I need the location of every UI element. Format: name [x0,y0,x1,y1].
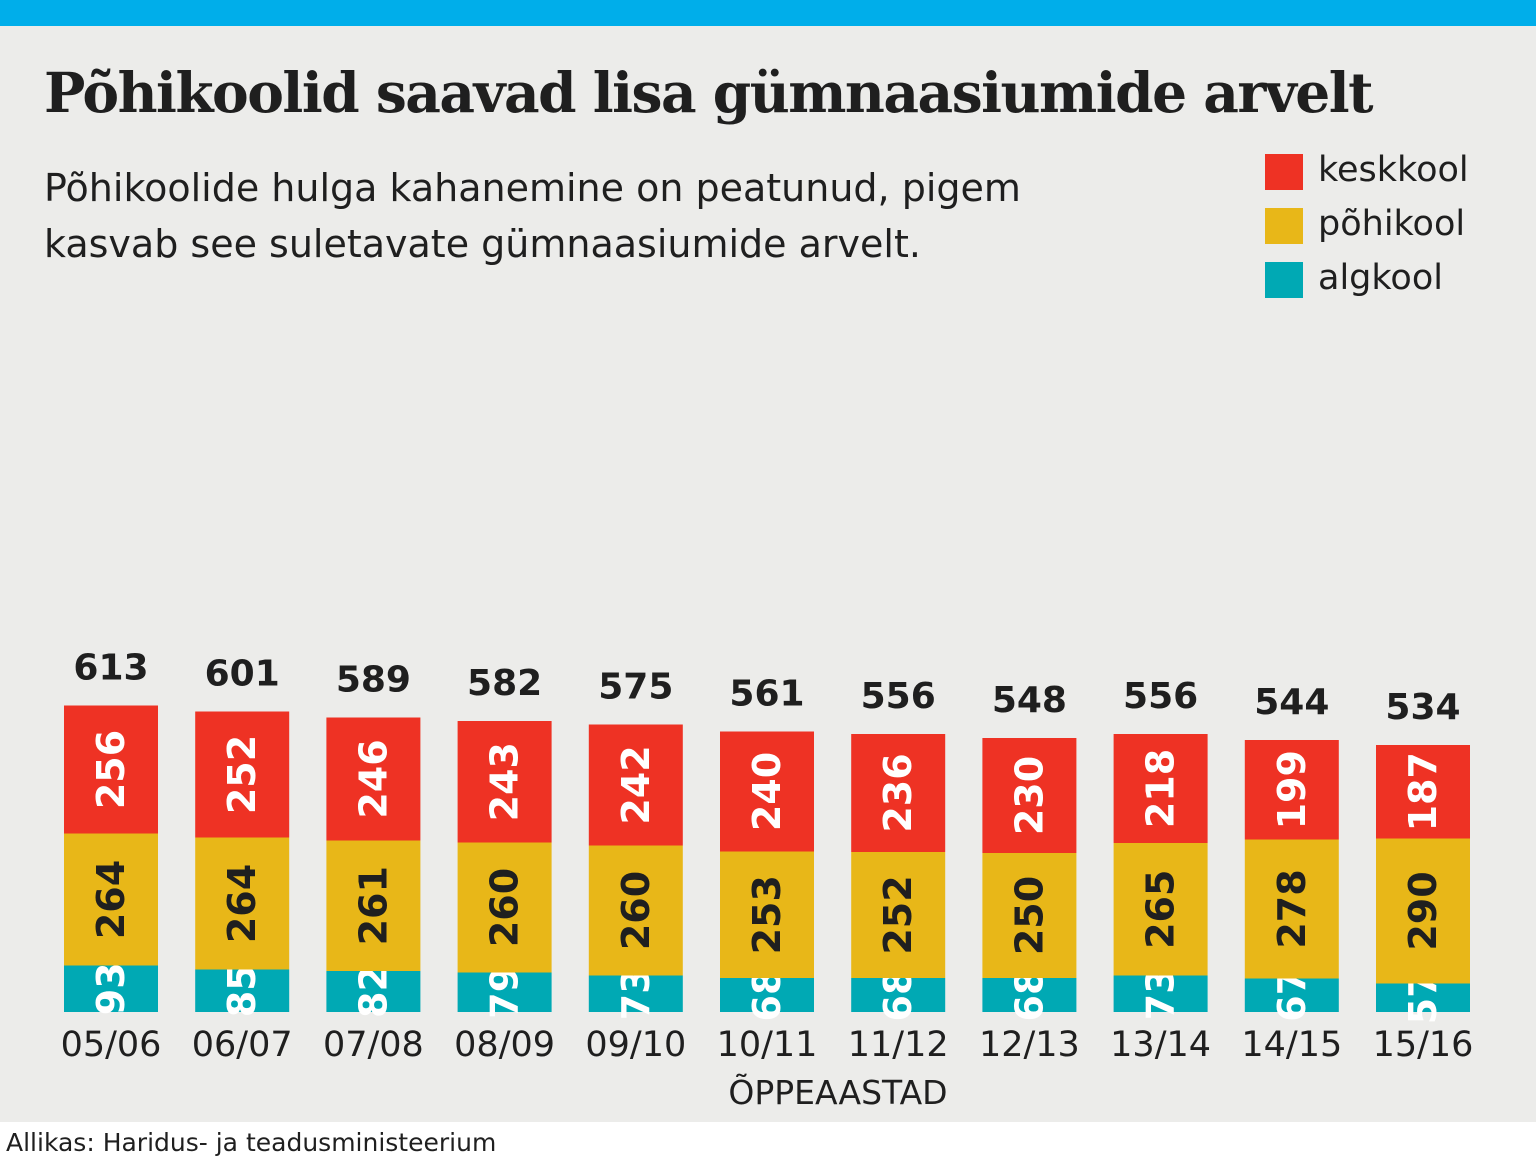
chart-title: Põhikoolid saavad lisa gümnaasiumide arv… [44,60,1374,125]
total-label: 561 [729,674,804,715]
bar-segment-põhikool [1113,843,1208,976]
bar-segment-põhikool [851,852,946,978]
total-label: 601 [205,654,280,695]
data-label-põhikool: 290 [1401,871,1445,950]
bar-segment-algkool [588,975,683,1012]
bar-segment-keskkool [326,717,421,841]
bar-segment-põhikool [588,845,683,976]
data-label-keskkool: 246 [351,739,395,818]
data-label-põhikool: 264 [89,860,133,939]
data-label-algkool: 93 [89,962,133,1015]
data-label-keskkool: 236 [876,753,920,832]
bar-segment-põhikool [982,853,1077,978]
data-label-keskkool: 187 [1401,752,1445,831]
legend-swatch-pohikool [1265,208,1303,244]
bar-segment-keskkool [588,724,683,846]
bar-segment-keskkool [195,711,290,838]
chart-subtitle: Põhikoolide hulga kahanemine on peatunud… [44,166,1021,266]
total-label: 556 [861,676,936,717]
total-label: 589 [336,660,411,701]
data-label-keskkool: 240 [745,752,789,831]
data-label-algkool: 73 [614,967,658,1020]
bar-segment-keskkool [720,731,814,852]
total-label: 548 [992,680,1067,721]
bar-segment-põhikool [720,851,814,978]
legend-item-pohikool: põhikool [1264,202,1524,256]
data-label-keskkool: 199 [1270,750,1314,829]
category-tick-label: 12/13 [979,1025,1080,1065]
bar-segment-keskkool [982,738,1077,853]
stacked-bar-chart: 93 264 256 613 05/06 85 264 252 601 06/07 82 261 246… [61,648,1474,1113]
bar-segment-algkool [720,978,814,1012]
category-tick-label: 11/12 [848,1025,949,1065]
bar-segment-põhikool [64,833,158,966]
bar-segment-põhikool [326,840,421,971]
legend: keskkool põhikool algkool [1264,148,1524,310]
bar-segment-põhikool [457,842,552,973]
bar-segment-põhikool [195,837,290,970]
data-label-keskkool: 243 [483,742,527,821]
bar-segment-algkool [1376,983,1470,1012]
data-label-algkool: 73 [1139,967,1183,1020]
bar-segment-keskkool [1244,740,1339,840]
bar-segment-keskkool [1376,745,1470,839]
legend-label-algkool: algkool [1318,258,1443,298]
total-label: 582 [467,663,542,704]
bar-segment-algkool [982,978,1077,1012]
data-label-põhikool: 260 [614,871,658,950]
bar-segment-põhikool [1244,839,1339,979]
legend-swatch-algkool [1265,262,1303,298]
data-label-keskkool: 230 [1007,756,1051,835]
data-label-põhikool: 253 [745,875,789,954]
data-label-algkool: 82 [351,965,395,1018]
data-label-põhikool: 250 [1007,876,1051,955]
bar-segment-algkool [195,969,290,1012]
source-note: Allikas: Haridus- ja teadusministeerium [6,1128,497,1157]
data-label-keskkool: 218 [1139,749,1183,828]
category-tick-label: 06/07 [192,1025,293,1065]
data-label-algkool: 79 [483,966,527,1019]
top-accent-bar [0,0,1536,26]
bar-segment-keskkool [1113,734,1208,843]
category-tick-label: 09/10 [585,1025,686,1065]
bar-segment-algkool [326,971,421,1012]
x-axis-label: ÕPPEAASTAD [728,1072,947,1112]
category-tick-label: 13/14 [1110,1025,1211,1065]
data-label-põhikool: 264 [220,864,264,943]
bar-segment-keskkool [457,721,552,843]
total-label: 534 [1385,687,1460,728]
legend-item-keskkool: keskkool [1264,148,1524,202]
data-label-põhikool: 252 [876,875,920,954]
total-label: 544 [1254,682,1329,723]
legend-item-algkool: algkool [1264,256,1524,310]
category-tick-label: 14/15 [1241,1025,1342,1065]
total-label: 556 [1123,676,1198,717]
bar-segment-algkool [1244,978,1339,1012]
bar-segment-algkool [457,972,552,1012]
bar-segment-algkool [1113,975,1208,1012]
data-label-keskkool: 252 [220,735,264,814]
bar-segment-algkool [851,978,946,1012]
data-label-põhikool: 265 [1139,870,1183,949]
legend-label-pohikool: põhikool [1318,204,1466,244]
category-tick-label: 10/11 [717,1025,818,1065]
data-label-keskkool: 256 [89,730,133,809]
total-label: 575 [598,667,673,708]
category-tick-label: 08/09 [454,1025,555,1065]
bar-segment-algkool [64,965,158,1012]
data-label-põhikool: 261 [351,866,395,945]
data-label-põhikool: 260 [483,868,527,947]
category-tick-label: 15/16 [1373,1025,1474,1065]
bar-segment-põhikool [1376,838,1470,984]
total-label: 613 [73,648,148,689]
category-tick-label: 05/06 [61,1025,162,1065]
data-label-keskkool: 242 [614,745,658,824]
data-label-põhikool: 278 [1270,869,1314,948]
category-tick-label: 07/08 [323,1025,424,1065]
bar-segment-keskkool [851,734,946,852]
legend-swatch-keskkool [1265,154,1303,190]
legend-label-keskkool: keskkool [1318,150,1469,190]
data-label-algkool: 85 [220,964,264,1017]
bar-segment-keskkool [64,705,158,834]
